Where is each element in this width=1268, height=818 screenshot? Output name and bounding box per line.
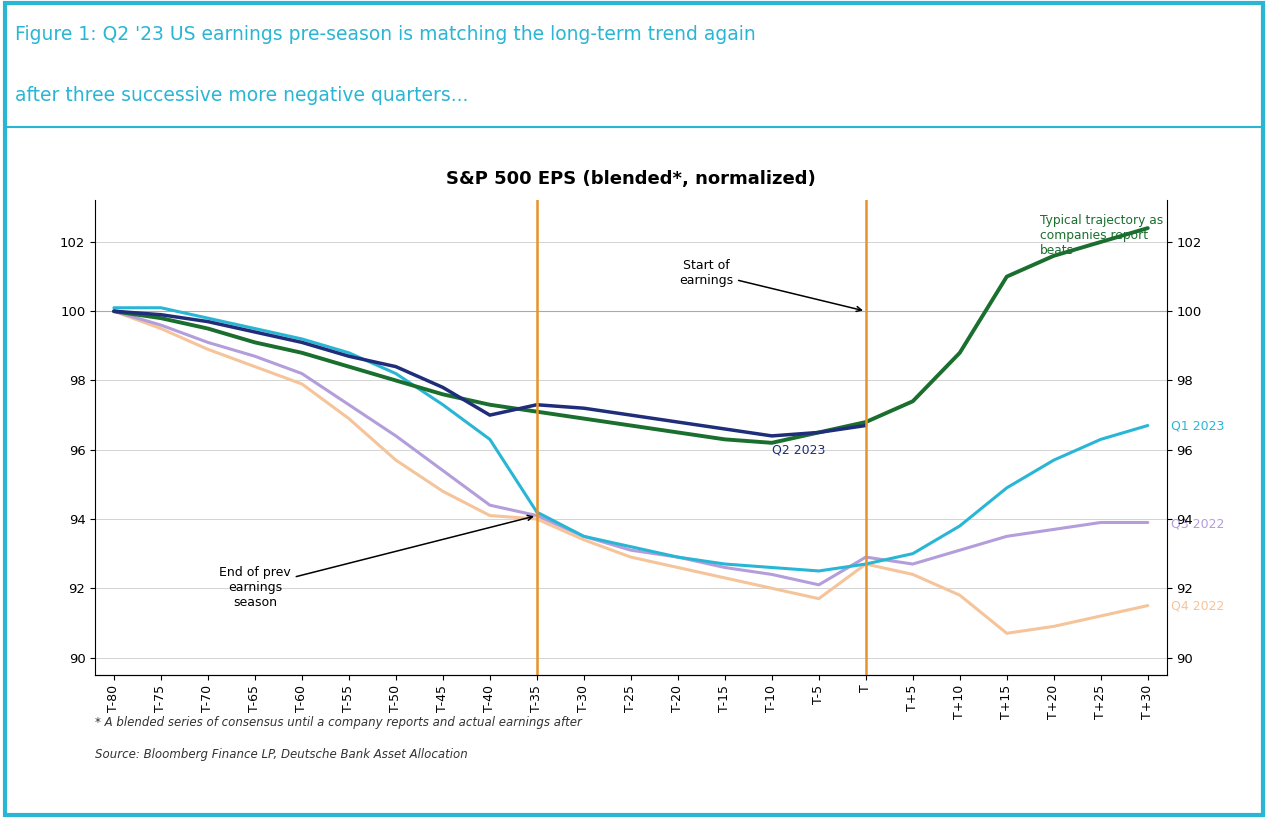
Text: * A blended series of consensus until a company reports and actual earnings afte: * A blended series of consensus until a … — [95, 716, 582, 729]
Text: Typical trajectory as
companies report
beats: Typical trajectory as companies report b… — [1040, 214, 1163, 258]
Text: Start of
earnings: Start of earnings — [678, 258, 861, 312]
Text: Q2 2023: Q2 2023 — [772, 443, 825, 456]
Text: Source: Bloomberg Finance LP, Deutsche Bank Asset Allocation: Source: Bloomberg Finance LP, Deutsche B… — [95, 748, 468, 762]
Text: Figure 1: Q2 '23 US earnings pre-season is matching the long-term trend again: Figure 1: Q2 '23 US earnings pre-season … — [15, 25, 756, 43]
Title: S&P 500 EPS (blended*, normalized): S&P 500 EPS (blended*, normalized) — [446, 170, 815, 188]
Text: Q1 2023: Q1 2023 — [1172, 419, 1225, 432]
Text: End of prev
earnings
season: End of prev earnings season — [219, 515, 533, 609]
Text: after three successive more negative quarters...: after three successive more negative qua… — [15, 86, 469, 105]
Text: Q3 2022: Q3 2022 — [1172, 518, 1225, 531]
Text: Q4 2022: Q4 2022 — [1172, 599, 1225, 612]
